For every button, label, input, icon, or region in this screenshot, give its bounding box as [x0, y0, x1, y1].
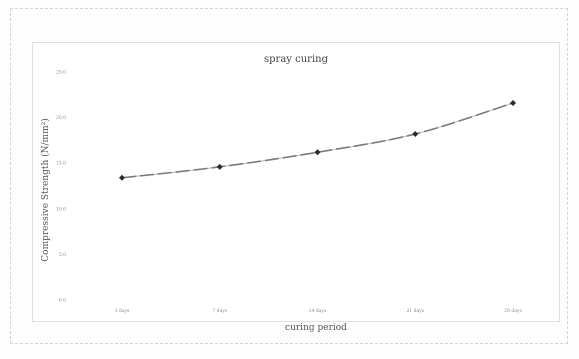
- plot-area: [32, 42, 560, 322]
- data-point: [412, 131, 419, 138]
- series-line: [121, 102, 514, 179]
- y-axis-label: Compressive Strength (N/mm²): [40, 118, 51, 261]
- chart-area-border: [10, 8, 568, 344]
- y-tick-label: 10.0: [56, 206, 66, 212]
- x-tick-label: 14 days: [309, 308, 327, 314]
- y-tick-labels: 0.0 5.0 10.0 15.0 20.0 25.0: [56, 70, 66, 304]
- x-tick-label: 21 days: [406, 308, 424, 314]
- x-tick-label: 28 days: [504, 308, 522, 314]
- x-tick-labels: 3 days 7 days 14 days 21 days 28 days: [115, 308, 523, 314]
- data-point: [119, 174, 125, 181]
- y-tick-label: 0.0: [59, 298, 66, 304]
- data-point: [314, 149, 321, 156]
- y-tick-label: 20.0: [56, 115, 66, 121]
- chart-title: spray curing: [264, 54, 329, 65]
- series-spray-curing: [119, 100, 516, 181]
- y-tick-label: 15.0: [56, 161, 66, 167]
- x-tick-label: 7 days: [212, 308, 227, 314]
- series-line-shadow: [121, 102, 514, 179]
- x-tick-label: 3 days: [115, 308, 130, 314]
- data-point: [510, 100, 516, 107]
- y-tick-label: 5.0: [59, 252, 66, 258]
- x-axis-label: curing period: [285, 323, 347, 333]
- data-point: [216, 163, 223, 170]
- y-tick-label: 25.0: [56, 70, 66, 76]
